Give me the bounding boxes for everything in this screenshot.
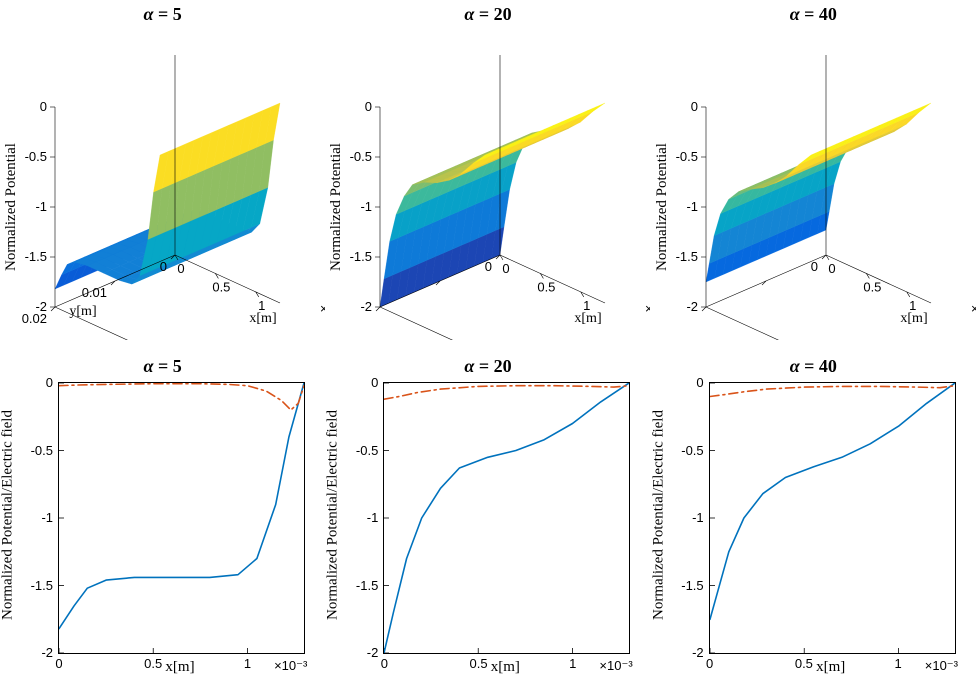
y-tick-label: -1 [367,510,379,525]
y-axis-label: Normalized Potential/Electric field [0,410,17,620]
y-tick-label: -1 [692,510,704,525]
figure-grid: α = 5 -2-1.5-1-0.5000.5100.010.02Normali… [0,0,976,698]
svg-text:×10⁻³: ×10⁻³ [971,301,976,316]
y-axis-label: Normalized Potential/Electric field [325,410,342,620]
y-tick-label: 0 [371,375,378,390]
x-exp-label: ×10⁻³ [599,658,632,674]
x-tick-label: 0.5 [470,656,488,671]
panel-3d-a5: α = 5 -2-1.5-1-0.5000.5100.010.02Normali… [0,0,325,350]
panel-title: α = 40 [790,356,837,377]
panel-2d-a5: α = 5 Normalized Potential/Electric fiel… [0,350,325,680]
svg-text:-0.5: -0.5 [25,149,47,164]
x-axis-label: x[m] [165,659,194,676]
x-axis-label: x[m] [816,659,845,676]
svg-text:0.01: 0.01 [82,285,107,300]
y-tick-label: -0.5 [356,443,378,458]
line-plot [384,383,629,653]
svg-text:0: 0 [365,99,372,114]
svg-text:x[m]: x[m] [249,311,276,326]
x-exp-label: ×10⁻³ [274,658,307,674]
x-tick-label: 0 [55,656,62,671]
svg-text:Normalized Potential: Normalized Potential [654,143,670,271]
y-tick-label: -1.5 [681,578,703,593]
y-tick-label: 0 [696,375,703,390]
svg-text:0: 0 [828,261,835,276]
svg-text:0.5: 0.5 [863,279,881,294]
svg-text:-1: -1 [35,199,47,214]
panel-title: α = 20 [464,356,511,377]
panel-title: α = 40 [790,4,837,25]
svg-text:0.02: 0.02 [22,311,47,326]
svg-text:0.5: 0.5 [212,279,230,294]
panel-2d-a40: α = 40 Normalized Potential/Electric fie… [651,350,976,680]
x-tick-label: 0 [706,656,713,671]
svg-text:0: 0 [690,99,697,114]
x-tick-label: 0.5 [795,656,813,671]
x-tick-label: 0 [381,656,388,671]
panel-2d-a20: α = 20 Normalized Potential/Electric fie… [325,350,650,680]
y-tick-label: -1.5 [31,578,53,593]
y-tick-label: -1 [41,510,53,525]
svg-text:-0.5: -0.5 [350,149,372,164]
svg-text:0: 0 [810,259,817,274]
svg-text:×10⁻³: ×10⁻³ [645,301,650,316]
line-plot [59,383,304,653]
svg-text:0: 0 [485,259,492,274]
surface-plot: -2-1.5-1-0.5000.5100.010.02Normalized Po… [0,0,325,340]
svg-text:0.5: 0.5 [538,279,556,294]
y-tick-label: -0.5 [681,443,703,458]
x-tick-label: 1 [569,656,576,671]
line-plot [710,383,955,653]
panel-title: α = 20 [464,4,511,25]
y-tick-label: -0.5 [31,443,53,458]
svg-text:x[m]: x[m] [900,311,927,326]
svg-text:-2: -2 [361,299,373,314]
y-tick-label: -1.5 [356,578,378,593]
surface-plot: -2-1.5-1-0.5000.510Normalized Potentialx… [651,0,976,340]
svg-text:x[m]: x[m] [575,311,602,326]
svg-text:0: 0 [160,259,167,274]
svg-text:0: 0 [177,261,184,276]
panel-3d-a20: α = 20 -2-1.5-1-0.5000.510Normalized Pot… [325,0,650,350]
panel-3d-a40: α = 40 -2-1.5-1-0.5000.510Normalized Pot… [651,0,976,350]
svg-text:y[m]: y[m] [69,304,96,319]
y-tick-label: -2 [692,645,704,660]
svg-text:-1.5: -1.5 [25,249,47,264]
x-exp-label: ×10⁻³ [925,658,958,674]
svg-text:Normalized Potential: Normalized Potential [3,143,19,271]
svg-text:-2: -2 [686,299,698,314]
panel-title: α = 5 [144,4,182,25]
x-tick-label: 1 [894,656,901,671]
svg-text:-1: -1 [361,199,373,214]
panel-title: α = 5 [144,356,182,377]
surface-plot: -2-1.5-1-0.5000.510Normalized Potentialx… [325,0,650,340]
x-axis-label: x[m] [491,659,520,676]
svg-text:0: 0 [40,99,47,114]
plot-area: 00.51-2-1.5-1-0.50 [383,382,630,654]
svg-text:×10⁻³: ×10⁻³ [320,301,325,316]
plot-area: 00.51-2-1.5-1-0.50 [58,382,305,654]
svg-text:-1: -1 [686,199,698,214]
x-tick-label: 0.5 [144,656,162,671]
svg-text:-1.5: -1.5 [675,249,697,264]
svg-text:0: 0 [503,261,510,276]
x-tick-label: 1 [244,656,251,671]
plot-area: 00.51-2-1.5-1-0.50 [709,382,956,654]
y-tick-label: -2 [41,645,53,660]
y-axis-label: Normalized Potential/Electric field [650,410,667,620]
svg-text:-0.5: -0.5 [675,149,697,164]
y-tick-label: 0 [46,375,53,390]
y-tick-label: -2 [367,645,379,660]
svg-text:Normalized Potential: Normalized Potential [328,143,344,271]
svg-text:-1.5: -1.5 [350,249,372,264]
